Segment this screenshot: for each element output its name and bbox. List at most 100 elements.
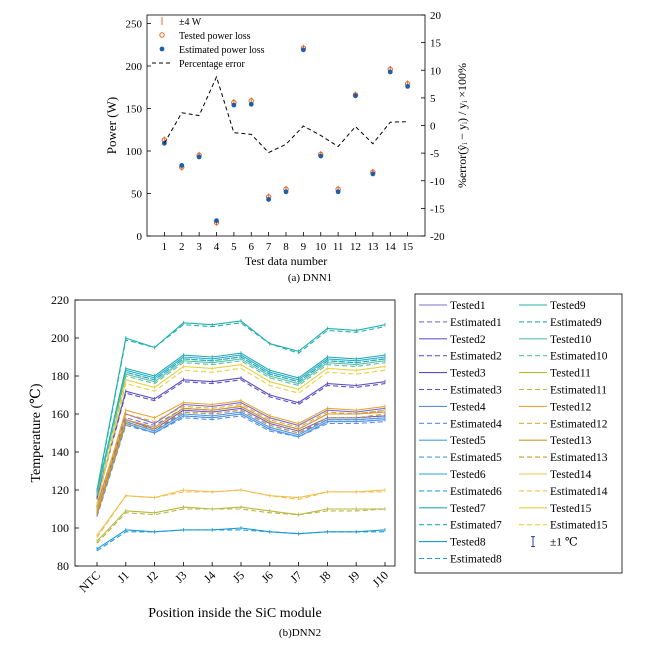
x-tick-label-a: 7 — [266, 241, 272, 253]
series-line-estimated1 — [96, 405, 386, 508]
estimated-point — [335, 189, 341, 195]
x-tick-label-b: J7 — [287, 568, 304, 585]
y-tick-label-a: 0 — [137, 231, 143, 243]
y2-tick-label-a: 15 — [430, 38, 442, 50]
estimated-point — [370, 171, 376, 177]
legend-label-b: Estimated14 — [550, 486, 608, 498]
estimated-point — [266, 197, 272, 202]
x-tick-label-a: 1 — [162, 241, 168, 253]
x-tick-label-a: 14 — [385, 241, 397, 253]
x-tick-label-a: 2 — [179, 241, 185, 253]
x-tick-label-a: 8 — [283, 241, 289, 253]
estimated-point — [283, 189, 289, 195]
legend-label-b: Estimated1 — [450, 317, 502, 329]
x-tick-label-b: J9 — [345, 568, 362, 585]
legend-label-b: Tested4 — [450, 401, 486, 413]
series-line-tested15 — [96, 364, 386, 504]
x-tick-label-a: 5 — [231, 241, 237, 253]
legend-label-b: Tested12 — [550, 401, 592, 413]
percentage-error-line — [163, 75, 408, 154]
y2-tick-label-a: -10 — [430, 176, 445, 188]
legend-estimated-icon — [159, 46, 165, 52]
series-line-estimated15 — [96, 367, 386, 506]
x-tick-label-b: J3 — [172, 568, 189, 585]
legend-label-b: Estimated6 — [450, 486, 502, 498]
y-tick-label-b: 180 — [51, 369, 69, 383]
series-line-estimated8 — [96, 529, 385, 552]
estimated-point — [387, 69, 393, 75]
legend-label-b: Estimated11 — [550, 385, 607, 397]
y2-tick-label-a: 5 — [430, 93, 436, 105]
y-tick-label-b: 200 — [51, 331, 69, 345]
series-line-estimated12 — [96, 403, 386, 512]
x-tick-label-b: J8 — [316, 568, 333, 585]
legend-label-b: Estimated7 — [450, 520, 502, 532]
x-tick-label-a: 15 — [402, 241, 414, 253]
legend-label-a: Percentage error — [179, 59, 245, 70]
y2-tick-label-a: 20 — [430, 10, 442, 22]
series-line-tested5 — [96, 411, 386, 513]
y-axis-label-b: Temperature (℃) — [29, 383, 44, 482]
series-line-tested3 — [96, 377, 386, 498]
y-tick-label-b: 80 — [57, 559, 69, 573]
legend-label-b: Estimated12 — [550, 418, 608, 430]
legend-label-b: Estimated10 — [550, 351, 608, 363]
y2-tick-label-a: 10 — [430, 65, 442, 77]
estimated-point — [405, 84, 411, 89]
y-tick-label-b: 120 — [51, 483, 69, 497]
series-line-tested11 — [96, 506, 385, 542]
x-tick-label-b: NTC — [76, 568, 103, 595]
legend-label-b: Tested15 — [550, 503, 592, 515]
y2-tick-label-a: 0 — [430, 121, 436, 133]
series-line-estimated3 — [96, 379, 386, 500]
y-axis-label-a: Power (W) — [104, 97, 119, 154]
series-line-tested4 — [96, 413, 386, 515]
legend-label-b: Tested3 — [450, 368, 486, 380]
legend-label-b: Tested7 — [450, 503, 486, 515]
x-tick-label-a: 10 — [315, 241, 327, 253]
series-line-estimated2 — [96, 409, 386, 512]
y-tick-label-b: 140 — [51, 445, 69, 459]
legend-label-b: Estimated4 — [450, 418, 502, 430]
x-tick-label-b: J1 — [114, 568, 131, 585]
legend-label-b: Tested14 — [550, 469, 592, 481]
series-line-estimated4 — [96, 415, 386, 517]
x-axis-label-a: Test data number — [245, 254, 327, 268]
y-tick-label-b: 100 — [51, 521, 69, 535]
estimated-point — [161, 140, 167, 146]
legend-label-b: Tested8 — [450, 537, 486, 549]
legend-label-b: ±1 ℃ — [550, 537, 578, 549]
legend-label-b: Estimated8 — [450, 554, 502, 566]
x-tick-label-a: 12 — [350, 241, 361, 253]
series-line-tested8 — [96, 527, 386, 550]
x-tick-label-a: 13 — [367, 241, 379, 253]
y2-tick-label-a: -5 — [430, 148, 440, 160]
y2-tick-label-a: -15 — [430, 203, 445, 215]
legend-label-b: Estimated13 — [550, 452, 608, 464]
x-axis-label-b: Position inside the SiC module — [148, 606, 321, 621]
x-tick-label-a: 4 — [214, 241, 220, 253]
estimated-point — [318, 153, 324, 159]
legend-label-b: Tested2 — [450, 334, 486, 346]
legend-label-b: Tested1 — [450, 300, 486, 312]
series-line-estimated10 — [96, 360, 386, 496]
caption-a: (a) DNN1 — [287, 272, 333, 284]
legend-label-a: Estimated power loss — [179, 45, 265, 56]
series-line-tested12 — [96, 400, 386, 510]
legend-label-b: Estimated9 — [550, 317, 602, 329]
legend-label-b: Estimated3 — [450, 385, 502, 397]
y2-axis-label-a: %error(ŷᵢ − yᵢ) / yᵢ ×100% — [455, 63, 469, 188]
y-tick-label-b: 220 — [51, 293, 69, 307]
legend-label-b: Estimated15 — [550, 520, 608, 532]
y-tick-label-b: 160 — [51, 407, 69, 421]
estimated-point — [231, 102, 237, 108]
x-tick-label-b: J5 — [230, 568, 247, 585]
legend-label-b: Tested9 — [550, 300, 586, 312]
estimated-point — [214, 218, 219, 224]
legend-label-b: Estimated2 — [450, 351, 502, 363]
legend-label-b: Tested10 — [550, 334, 592, 346]
y-tick-label-a: 50 — [131, 189, 143, 201]
x-tick-label-b: J4 — [201, 568, 218, 585]
legend-label-b: Tested11 — [550, 368, 591, 380]
